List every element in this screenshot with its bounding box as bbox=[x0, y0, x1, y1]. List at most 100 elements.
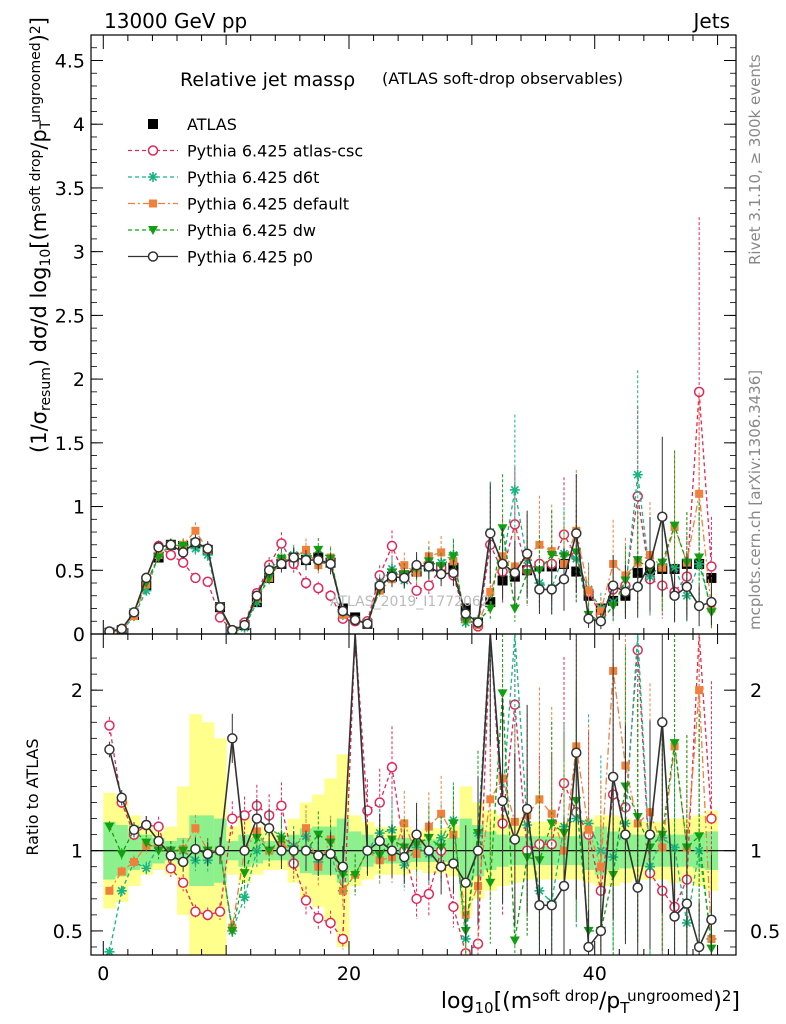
ratio-point-4-48 bbox=[694, 832, 705, 842]
ratio-point-1-9 bbox=[214, 906, 226, 917]
ratio-point-5-24 bbox=[399, 851, 410, 863]
upper-panel: ATLAS_2019_I1772062 0 0.5 1 1.5 2 2.5 3 3.5 4 4.5… bbox=[27, 17, 737, 646]
main-point-5-12 bbox=[251, 590, 263, 602]
main-point-5-21 bbox=[362, 618, 373, 630]
main-point-5-46 bbox=[669, 590, 680, 602]
main-point-4-4 bbox=[153, 553, 164, 563]
chart-title: Relative jet massρ bbox=[180, 69, 355, 91]
ratio-point-5-49 bbox=[706, 914, 717, 925]
ratio-point-4-6 bbox=[178, 846, 189, 856]
main-point-5-32 bbox=[497, 558, 508, 570]
ratio-point-3-0 bbox=[105, 886, 114, 895]
legend-label: Pythia 6.425 atlas-csc bbox=[187, 142, 363, 161]
ratio-y-tick-label: 2 bbox=[71, 680, 83, 702]
ratio-point-5-4 bbox=[153, 835, 164, 847]
main-point-3-35 bbox=[535, 540, 544, 549]
main-point-1-7 bbox=[190, 572, 201, 584]
legend-entry: ATLAS bbox=[148, 115, 237, 134]
ratio-point-1-19 bbox=[337, 933, 349, 945]
legend-entry: Pythia 6.425 dw bbox=[128, 221, 316, 240]
main-point-5-6 bbox=[177, 547, 189, 558]
main-series-line-3 bbox=[109, 493, 713, 634]
upper-y-tick-label: 2 bbox=[73, 369, 85, 391]
jets-label: Jets bbox=[692, 9, 730, 33]
upper-y-tick-label: 2.5 bbox=[55, 305, 85, 327]
ratio-point-5-2 bbox=[128, 824, 140, 836]
ratio-point-4-36 bbox=[546, 819, 557, 829]
ratio-point-2-1 bbox=[116, 885, 127, 896]
main-point-5-16 bbox=[300, 554, 312, 566]
ratio-point-5-48 bbox=[693, 941, 705, 953]
main-point-5-4 bbox=[153, 542, 164, 553]
upper-y-tick-label: 1 bbox=[73, 497, 85, 519]
ratio-point-1-26 bbox=[423, 888, 435, 900]
main-point-5-45 bbox=[657, 511, 668, 522]
ratio-point-2-11 bbox=[239, 892, 250, 903]
main-point-5-34 bbox=[521, 548, 533, 559]
x-tick-label: 40 bbox=[583, 963, 607, 985]
main-point-1-17 bbox=[313, 582, 324, 594]
main-point-5-0 bbox=[104, 626, 115, 634]
ratio-point-1-5 bbox=[165, 863, 177, 874]
main-point-5-14 bbox=[276, 558, 287, 570]
ratio-point-1-17 bbox=[313, 912, 324, 924]
main-point-5-9 bbox=[214, 601, 226, 613]
ratio-point-5-25 bbox=[411, 829, 422, 840]
legend-marker bbox=[148, 119, 158, 129]
legend-entry: Pythia 6.425 default bbox=[128, 195, 349, 214]
rivet-label: Rivet 3.1.10, ≥ 300k events bbox=[746, 54, 764, 265]
upper-y-tick-label: 4 bbox=[73, 114, 85, 136]
legend-marker bbox=[148, 226, 158, 235]
ratio-point-4-10 bbox=[227, 926, 238, 936]
main-point-3-48 bbox=[695, 489, 704, 498]
legend-marker bbox=[147, 145, 159, 156]
ratio-point-5-22 bbox=[374, 835, 385, 847]
main-point-5-42 bbox=[620, 586, 631, 598]
ratio-point-4-32 bbox=[497, 689, 508, 699]
ratio-point-2-0 bbox=[104, 946, 115, 955]
ratio-y-tick-label-right: 1 bbox=[750, 841, 762, 863]
x-tick-label: 0 bbox=[97, 963, 109, 985]
ratio-point-3-31 bbox=[486, 795, 495, 804]
legend-marker bbox=[149, 199, 157, 208]
main-point-5-48 bbox=[693, 600, 705, 612]
upper-series-layer bbox=[104, 217, 717, 634]
legend-label: Pythia 6.425 d6t bbox=[187, 168, 319, 187]
main-point-5-27 bbox=[435, 568, 447, 580]
main-point-2-33 bbox=[509, 484, 520, 495]
main-point-5-22 bbox=[374, 580, 385, 591]
ratio-point-5-30 bbox=[472, 845, 484, 856]
main-point-3-7 bbox=[191, 526, 200, 535]
ratio-point-3-39 bbox=[584, 825, 593, 834]
ratio-series-line-3 bbox=[108, 670, 713, 939]
ratio-point-3-48 bbox=[695, 686, 704, 695]
ratio-point-5-38 bbox=[571, 747, 582, 759]
ratio-y-axis-label: Ratio to ATLAS bbox=[23, 738, 42, 855]
ratio-point-1-4 bbox=[153, 821, 164, 832]
main-point-5-17 bbox=[313, 554, 324, 566]
ratio-point-5-46 bbox=[669, 911, 680, 922]
upper-y-tick-label: 3.5 bbox=[55, 178, 85, 200]
ratio-point-5-13 bbox=[263, 822, 275, 834]
main-point-5-19 bbox=[337, 605, 349, 617]
ratio-y-tick-label-right: 2 bbox=[750, 680, 762, 702]
ratio-point-4-31 bbox=[485, 878, 496, 888]
ratio-point-1-14 bbox=[276, 800, 287, 811]
ratio-point-5-28 bbox=[448, 858, 459, 869]
upper-y-tick-label: 0 bbox=[73, 624, 85, 646]
main-point-5-23 bbox=[386, 571, 398, 582]
main-series-5 bbox=[104, 436, 717, 634]
main-point-5-11 bbox=[239, 619, 250, 631]
x-axis-label: log10[(msoft drop/pTungroomed)2] bbox=[441, 987, 740, 1017]
ratio-point-3-1 bbox=[117, 867, 126, 876]
analysis-watermark: ATLAS_2019_I1772062 bbox=[330, 594, 490, 610]
ratio-y-tick-label: 1 bbox=[71, 841, 83, 863]
ratio-point-5-16 bbox=[300, 845, 312, 856]
ratio-point-3-40 bbox=[596, 862, 605, 871]
main-point-5-37 bbox=[558, 573, 570, 585]
main-point-4-28 bbox=[448, 552, 459, 562]
ratio-point-5-40 bbox=[595, 925, 607, 937]
legend-marker bbox=[147, 251, 159, 262]
ratio-point-2-3 bbox=[141, 863, 152, 874]
